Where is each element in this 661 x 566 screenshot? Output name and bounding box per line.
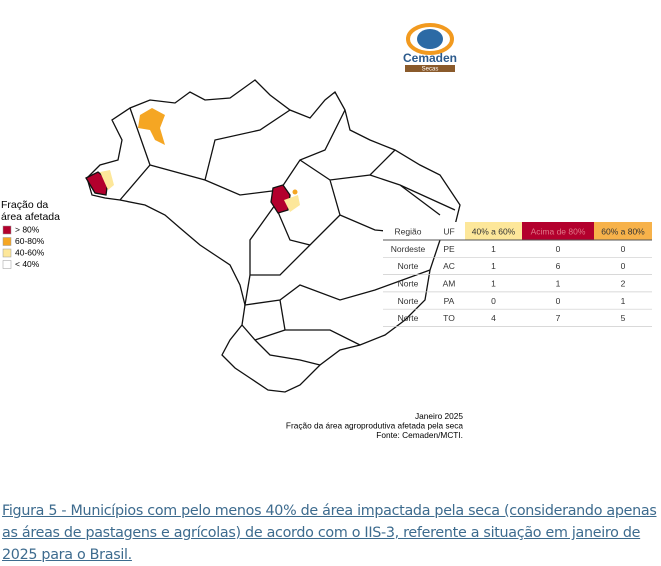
table: Região UF 40% a 60% Acima de 80% 60% a 80% No… — [383, 222, 652, 327]
area-to-light — [284, 195, 300, 212]
table-cell: 4 — [491, 313, 496, 323]
header-text: UF — [443, 226, 454, 236]
table-cell: 6 — [556, 261, 561, 271]
table-cell: Norte — [398, 261, 419, 271]
header-cell — [594, 222, 652, 240]
table-cell: Norte — [398, 279, 419, 289]
table-cell: PE — [443, 244, 455, 254]
table-cell: Norte — [398, 296, 419, 306]
legend-label: > 80% — [15, 224, 40, 234]
header-text: 40% a 60% — [472, 226, 516, 236]
table-cell: AM — [443, 279, 456, 289]
footer-line: Fonte: Cemaden/MCTI. — [376, 430, 463, 440]
legend-swatch — [2, 248, 12, 258]
table-cell: 0 — [556, 244, 561, 254]
table-cell: Nordeste — [391, 244, 426, 254]
table-cell: 1 — [491, 279, 496, 289]
logo-name: Cemaden — [403, 51, 457, 65]
legend-swatch — [2, 225, 12, 235]
caption[interactable]: Figura 5 - Municípios com pelo menos 40%… — [2, 503, 657, 563]
legend-title: Fração da — [1, 199, 48, 211]
logo-bar — [405, 65, 455, 72]
table-cell: Norte — [398, 313, 419, 323]
legend-title: área afetada — [1, 211, 60, 223]
table-cell: 0 — [556, 296, 561, 306]
table-cell: 0 — [621, 261, 626, 271]
footer-line: Fração da área agroprodutiva afetada pel… — [286, 421, 464, 431]
header-text: Região — [395, 226, 422, 236]
map — [85, 79, 461, 393]
page: Cemaden Secas Fração da área afetada > 80%… — [1, 23, 657, 563]
legend-label: 40-60% — [15, 247, 45, 257]
state-borders — [119, 107, 456, 366]
header-text: 60% a 80% — [601, 226, 645, 236]
logo-ring — [406, 23, 454, 55]
footer-line: Janeiro 2025 — [415, 411, 463, 421]
table-cell: 0 — [491, 296, 496, 306]
legend-label: < 40% — [15, 259, 40, 269]
table-cell: 0 — [621, 244, 626, 254]
area-to — [270, 184, 291, 214]
logo-eye — [417, 29, 443, 49]
area-am — [138, 108, 165, 145]
header-cell — [465, 222, 522, 240]
table-cell: 1 — [491, 261, 496, 271]
table-cell: 1 — [556, 279, 561, 289]
table-cell: 7 — [556, 313, 561, 323]
header-cell — [522, 222, 594, 240]
logo: Cemaden Secas — [403, 23, 457, 73]
legend-swatch — [2, 237, 12, 246]
header-text: Acima de 80% — [531, 226, 586, 236]
logo-tag: Secas — [422, 67, 439, 73]
table-cell: 1 — [621, 296, 626, 306]
area-ac-light — [100, 170, 114, 190]
area-pa — [292, 189, 298, 195]
header-cell — [433, 222, 465, 240]
table-cell: AC — [443, 261, 455, 271]
table-cell: 1 — [491, 244, 496, 254]
table-cell: PA — [444, 296, 455, 306]
legend-swatch — [2, 260, 12, 269]
table-cell: 2 — [621, 279, 626, 289]
header-cell — [383, 222, 433, 240]
legend-label: 60-80% — [15, 236, 45, 246]
table-cell: TO — [443, 313, 455, 323]
table-cell: 5 — [621, 313, 626, 323]
